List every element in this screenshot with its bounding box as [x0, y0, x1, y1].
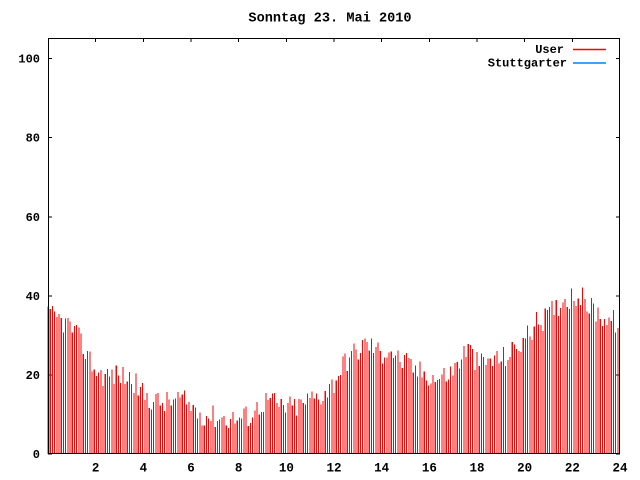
- svg-text:80: 80: [26, 132, 40, 146]
- svg-text:20: 20: [517, 462, 532, 476]
- svg-text:14: 14: [374, 462, 390, 476]
- svg-text:User: User: [535, 43, 564, 57]
- svg-text:0: 0: [33, 448, 40, 462]
- svg-text:Sonntag 23. Mai 2010: Sonntag 23. Mai 2010: [248, 12, 411, 27]
- svg-text:10: 10: [279, 462, 294, 476]
- svg-text:Stuttgarter: Stuttgarter: [488, 57, 567, 71]
- svg-text:18: 18: [469, 462, 484, 476]
- svg-text:16: 16: [422, 462, 437, 476]
- svg-text:20: 20: [26, 369, 40, 383]
- svg-text:6: 6: [187, 462, 195, 476]
- svg-text:24: 24: [612, 462, 628, 476]
- svg-text:22: 22: [565, 462, 580, 476]
- svg-text:100: 100: [18, 53, 40, 67]
- svg-text:40: 40: [26, 290, 40, 304]
- svg-text:60: 60: [26, 211, 40, 225]
- svg-text:2: 2: [92, 462, 100, 476]
- svg-text:8: 8: [235, 462, 243, 476]
- svg-text:12: 12: [326, 462, 341, 476]
- svg-text:4: 4: [140, 462, 148, 476]
